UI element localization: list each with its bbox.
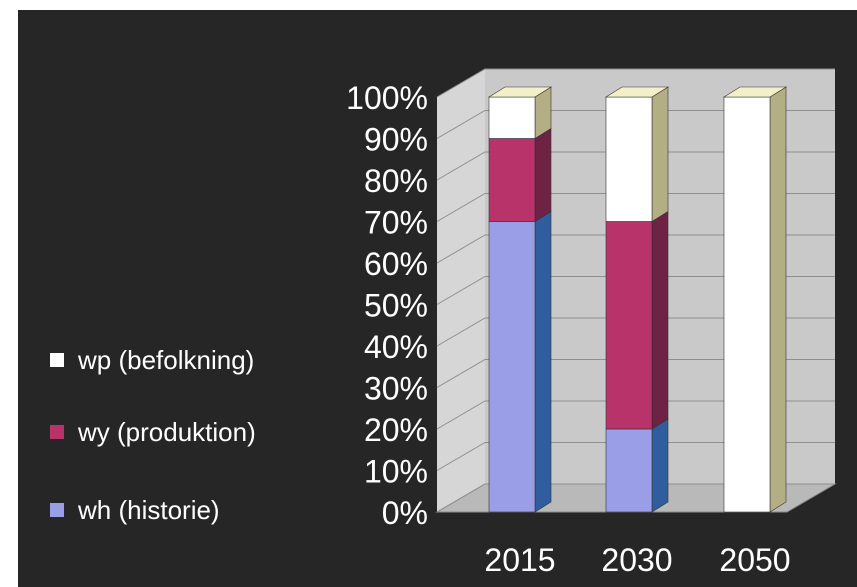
y-tick-label: 30% [364, 371, 428, 407]
gridline [436, 483, 835, 513]
bar-segment-side [534, 210, 552, 513]
legend: wp (befolkning) wy (produktion) wh (histor… [50, 345, 256, 525]
gridline [436, 110, 835, 139]
legend-swatch [50, 503, 64, 517]
x-axis-tick-labels: 2015 2030 2050 [484, 542, 790, 578]
x-tick-label: 2030 [601, 542, 672, 578]
bar-top-face [487, 86, 553, 98]
legend-label: wh (historie) [77, 495, 220, 525]
gridline [436, 68, 835, 98]
bar-segment-side [769, 86, 787, 513]
gridline [436, 193, 835, 222]
y-tick-label: 80% [364, 163, 428, 199]
y-tick-label: 70% [364, 205, 428, 241]
legend-label: wp (befolkning) [77, 345, 254, 375]
y-tick-label: 90% [364, 122, 428, 158]
bar-segment [488, 138, 536, 222]
legend-swatch [50, 353, 64, 367]
gridline [436, 442, 835, 471]
legend-label: wy (produktion) [77, 417, 256, 447]
bar-segment [723, 96, 771, 513]
y-axis-tick-labels: 0% 10% 20% 30% 40% 50% 60% 70% 80% 90% 100% [346, 80, 428, 531]
y-tick-label: 100% [346, 80, 428, 116]
y-tick-label: 40% [364, 329, 428, 365]
bar-segment [488, 221, 536, 513]
bar-segment [605, 428, 653, 513]
bar-segment-side [651, 210, 669, 430]
gridline [436, 317, 835, 347]
bars-layer [487, 86, 788, 513]
bar-segment [488, 96, 536, 139]
gridline [436, 234, 835, 264]
bar-top-face [604, 86, 670, 98]
y-tick-label: 20% [364, 412, 428, 448]
gridline [436, 400, 835, 430]
gridline [436, 359, 835, 388]
bar-segment [605, 221, 653, 430]
y-tick-label: 10% [364, 454, 428, 490]
bar-top-face [722, 86, 788, 98]
y-tick-label: 50% [364, 288, 428, 324]
x-tick-label: 2050 [719, 542, 790, 578]
legend-swatch [50, 425, 64, 439]
bar-segment-side [651, 86, 669, 223]
gridline [436, 151, 835, 181]
x-tick-label: 2015 [484, 542, 555, 578]
y-tick-label: 60% [364, 246, 428, 282]
y-tick-label: 0% [382, 495, 428, 531]
bar-segment-side [534, 127, 552, 223]
bar-segment [605, 96, 653, 222]
bar-segment-side [651, 418, 669, 513]
gridline [436, 276, 835, 305]
